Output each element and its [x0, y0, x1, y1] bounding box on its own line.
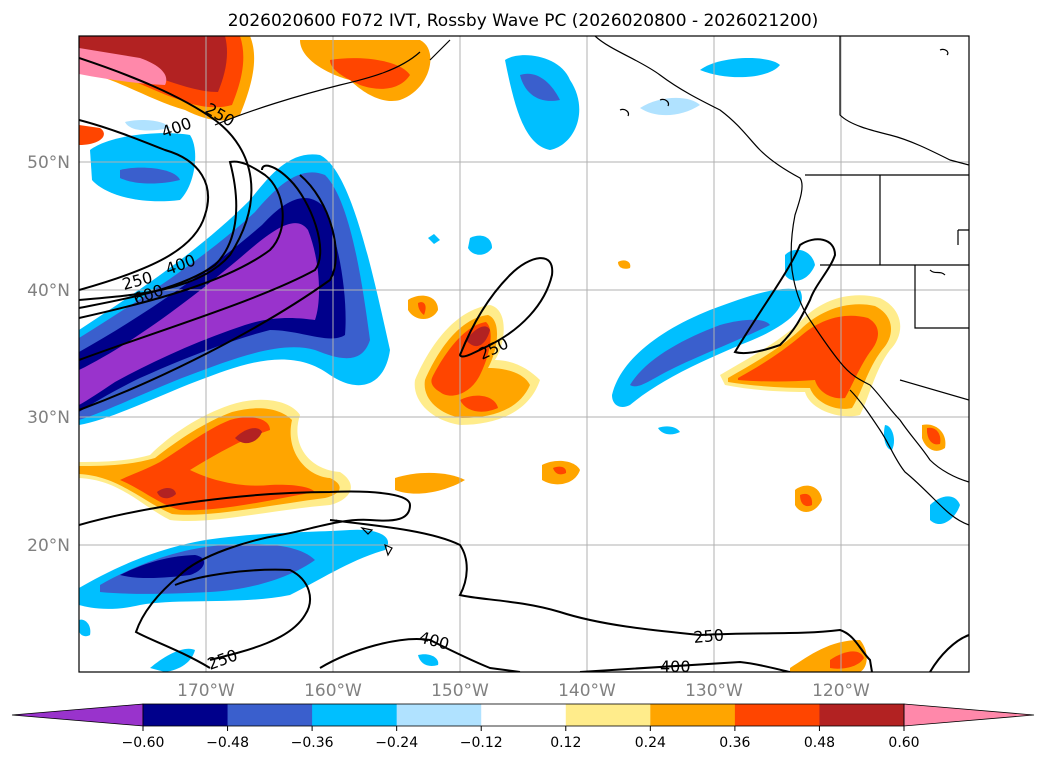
colorbar-tick-label: −0.12	[460, 735, 503, 751]
lon-labels: 170°W 160°W 150°W 140°W 130°W 120°W	[177, 681, 870, 701]
lon-label: 130°W	[685, 681, 743, 701]
lon-label: 170°W	[177, 681, 235, 701]
lon-label: 140°W	[558, 681, 616, 701]
colorbar-segment	[650, 704, 736, 726]
colorbar-tick-label: −0.24	[375, 735, 418, 751]
lon-label: 160°W	[304, 681, 362, 701]
colorbar-tick-label: 0.48	[804, 735, 835, 751]
contour-label: 400	[660, 657, 691, 676]
map-frame	[78, 35, 970, 673]
colorbar-segment	[227, 704, 313, 726]
lat-label: 40°N	[27, 281, 70, 301]
colorbar-segment	[819, 704, 905, 726]
colorbar-outline	[142, 703, 905, 727]
colorbar-tick-label: −0.60	[122, 735, 165, 751]
colorbar: −0.60 −0.48 −0.36 −0.24 −0.12 0.12 0.24 0.36 0.4…	[11, 703, 1035, 751]
colorbar-tick-label: −0.48	[206, 735, 249, 751]
colorbar-tick-label: 0.36	[719, 735, 750, 751]
lat-label: 20°N	[27, 536, 70, 556]
positive-anomaly-aleutians	[79, 36, 431, 145]
lat-labels: 50°N 40°N 30°N 20°N	[27, 153, 70, 556]
colorbar-tick-label: 0.24	[635, 735, 666, 751]
colorbar-segment	[481, 704, 567, 726]
contour-label: 250	[693, 625, 725, 647]
ivt-contours	[79, 57, 969, 672]
colorbar-segment	[143, 704, 229, 726]
figure-title: 2026020600 F072 IVT, Rossby Wave PC (202…	[228, 11, 819, 31]
colorbar-tick-label: −0.36	[291, 735, 334, 751]
negative-anomaly-subtropics	[79, 529, 439, 672]
positive-anomaly-california	[720, 295, 946, 672]
lon-label: 120°W	[812, 681, 870, 701]
lat-label: 50°N	[27, 153, 70, 173]
lat-label: 30°N	[27, 408, 70, 428]
colorbar-tick-label: 0.60	[888, 735, 919, 751]
colorbar-extend-min	[11, 703, 144, 727]
map-content	[79, 36, 969, 672]
colorbar-segment	[734, 704, 820, 726]
colorbar-segment	[312, 704, 398, 726]
coastlines	[214, 36, 969, 557]
positive-anomaly-south	[79, 399, 351, 522]
colorbar-extend-max	[903, 703, 1035, 727]
colorbar-segment	[565, 704, 651, 726]
lon-label: 150°W	[431, 681, 489, 701]
colorbar-segment	[396, 704, 482, 726]
colorbar-tick-label: 0.12	[550, 735, 581, 751]
positive-anomaly-central	[395, 234, 631, 494]
